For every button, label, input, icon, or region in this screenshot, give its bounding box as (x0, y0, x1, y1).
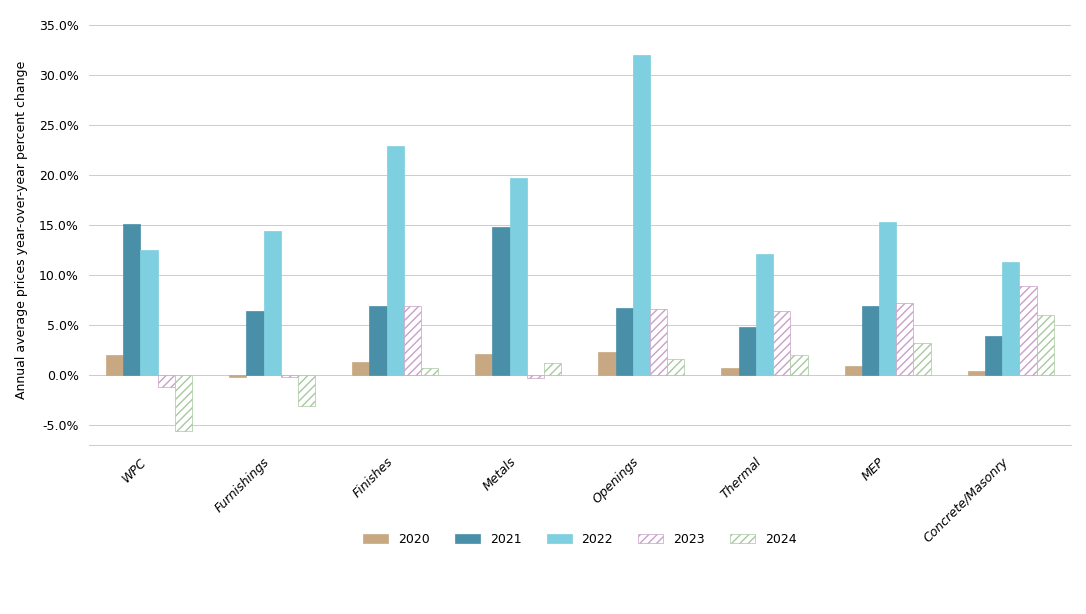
Bar (106, 356, 123, 375)
Bar (861, 306, 879, 375)
Bar (247, 311, 264, 375)
Bar (175, 375, 192, 432)
Bar (1002, 262, 1020, 375)
Bar (598, 352, 616, 375)
Bar (985, 336, 1002, 375)
Bar (281, 375, 298, 378)
Bar (756, 254, 773, 375)
Bar (773, 311, 791, 375)
Bar (896, 303, 913, 375)
Bar (352, 362, 369, 375)
Bar (738, 327, 756, 375)
Legend: 2020, 2021, 2022, 2023, 2024: 2020, 2021, 2022, 2023, 2024 (358, 528, 801, 551)
Bar (509, 178, 527, 375)
Bar (879, 222, 896, 375)
Bar (968, 371, 985, 375)
Bar (229, 375, 247, 378)
Bar (667, 359, 684, 375)
Bar (476, 354, 492, 375)
Y-axis label: Annual average prices year-over-year percent change: Annual average prices year-over-year per… (15, 61, 28, 399)
Bar (404, 306, 421, 375)
Bar (421, 368, 439, 375)
Bar (140, 251, 157, 375)
Bar (633, 55, 651, 375)
Bar (1020, 286, 1036, 375)
Bar (1036, 316, 1053, 375)
Bar (721, 368, 738, 375)
Bar (298, 375, 315, 406)
Bar (369, 306, 387, 375)
Bar (157, 375, 175, 387)
Bar (616, 308, 633, 375)
Bar (913, 343, 931, 375)
Bar (527, 375, 544, 378)
Bar (123, 224, 140, 375)
Bar (791, 356, 808, 375)
Bar (492, 227, 509, 375)
Bar (264, 231, 281, 375)
Bar (544, 363, 561, 375)
Bar (845, 367, 861, 375)
Bar (651, 309, 667, 375)
Bar (387, 146, 404, 375)
